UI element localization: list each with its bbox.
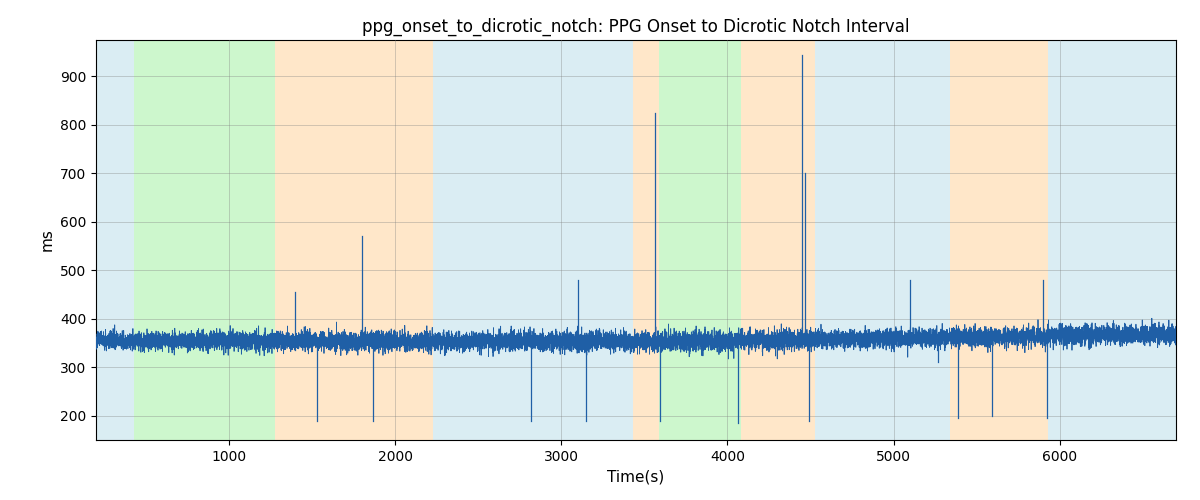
Bar — [276, 40, 433, 440]
Bar — [950, 40, 1048, 440]
Bar — [659, 40, 740, 440]
Bar — [816, 40, 950, 440]
Bar — [632, 40, 659, 440]
Bar — [433, 40, 632, 440]
Bar — [96, 40, 134, 440]
Title: ppg_onset_to_dicrotic_notch: PPG Onset to Dicrotic Notch Interval: ppg_onset_to_dicrotic_notch: PPG Onset t… — [362, 18, 910, 36]
Y-axis label: ms: ms — [40, 228, 54, 252]
Bar — [134, 40, 276, 440]
Bar — [1048, 40, 1176, 440]
Bar — [740, 40, 816, 440]
X-axis label: Time(s): Time(s) — [607, 470, 665, 484]
